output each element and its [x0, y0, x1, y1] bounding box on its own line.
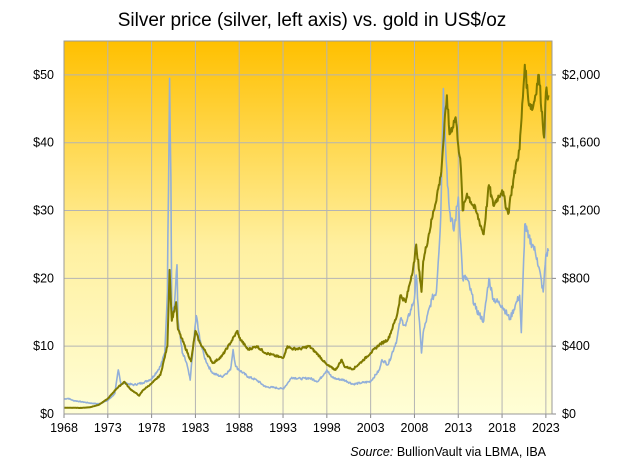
- x-tick-label: 2018: [488, 421, 516, 435]
- gold-price-line: [64, 63, 550, 409]
- source-note: Source: BullionVault via LBMA, IBA: [350, 445, 546, 459]
- y-left-tick-label: $40: [33, 136, 54, 150]
- x-tick-label: 1968: [50, 421, 78, 435]
- source-text: BullionVault via LBMA, IBA: [397, 445, 547, 459]
- x-tick-label: 2003: [357, 421, 385, 435]
- y-left-tick-label: $20: [33, 271, 54, 285]
- x-tick-label: 2008: [401, 421, 429, 435]
- x-tick-label: 1988: [225, 421, 253, 435]
- x-tick-label: 2023: [532, 421, 560, 435]
- y-left-tick-label: $30: [33, 204, 54, 218]
- y-right-tick-label: $1,200: [562, 204, 600, 218]
- x-tick-label: 2013: [444, 421, 472, 435]
- y-left-tick-label: $10: [33, 339, 54, 353]
- y-right-tick-label: $800: [562, 271, 590, 285]
- x-tick-label: 1973: [94, 421, 122, 435]
- source-label: Source:: [350, 445, 393, 459]
- y-right-tick-label: $0: [562, 407, 576, 421]
- x-tick-label: 1983: [182, 421, 210, 435]
- plot-border: [63, 40, 553, 415]
- chart-title: Silver price (silver, left axis) vs. gol…: [118, 10, 507, 31]
- y-right-tick-label: $1,600: [562, 136, 600, 150]
- y-left-tick-label: $50: [33, 68, 54, 82]
- y-left-tick-label: $0: [40, 407, 54, 421]
- y-right-tick-label: $400: [562, 339, 590, 353]
- x-tick-label: 1993: [269, 421, 297, 435]
- y-right-tick-label: $2,000: [562, 68, 600, 82]
- silver-price-line: [64, 77, 550, 405]
- x-tick-label: 1978: [138, 421, 166, 435]
- x-tick-label: 1998: [313, 421, 341, 435]
- plot-area: [64, 41, 552, 414]
